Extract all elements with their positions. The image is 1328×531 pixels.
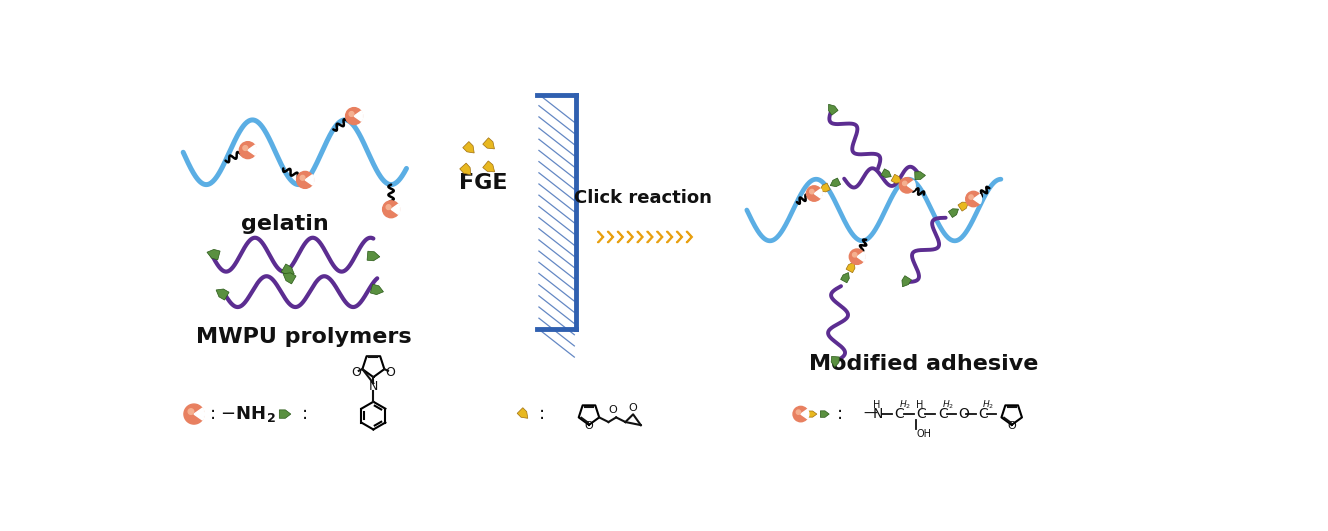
- Wedge shape: [248, 145, 256, 155]
- Polygon shape: [216, 289, 228, 300]
- Polygon shape: [517, 408, 527, 418]
- Wedge shape: [814, 189, 822, 198]
- Polygon shape: [637, 232, 643, 243]
- Text: C: C: [979, 407, 988, 421]
- Polygon shape: [880, 169, 891, 177]
- Polygon shape: [948, 209, 959, 218]
- Circle shape: [965, 191, 981, 207]
- Wedge shape: [390, 204, 400, 215]
- Wedge shape: [194, 408, 205, 420]
- Text: O: O: [959, 407, 969, 421]
- Polygon shape: [656, 232, 663, 243]
- Circle shape: [850, 249, 865, 264]
- Circle shape: [185, 404, 205, 424]
- Text: : $-\mathbf{NH_2}$: : $-\mathbf{NH_2}$: [210, 404, 276, 424]
- Circle shape: [382, 201, 400, 218]
- Text: Click reaction: Click reaction: [574, 190, 712, 208]
- Text: gelatin: gelatin: [240, 214, 329, 234]
- Polygon shape: [841, 272, 850, 283]
- Polygon shape: [618, 232, 623, 243]
- Polygon shape: [282, 264, 295, 275]
- Polygon shape: [371, 284, 384, 295]
- Polygon shape: [459, 163, 471, 175]
- Text: O: O: [628, 403, 637, 413]
- Polygon shape: [367, 251, 380, 261]
- Text: OH: OH: [916, 429, 931, 439]
- Circle shape: [810, 190, 814, 194]
- Wedge shape: [355, 111, 363, 121]
- Text: Modified adhesive: Modified adhesive: [809, 354, 1038, 374]
- Circle shape: [797, 410, 801, 414]
- Polygon shape: [462, 142, 474, 153]
- Circle shape: [793, 406, 809, 422]
- Circle shape: [903, 181, 907, 185]
- Polygon shape: [915, 172, 926, 179]
- Text: :: :: [837, 405, 843, 423]
- Polygon shape: [809, 411, 817, 417]
- Text: :: :: [539, 405, 544, 423]
- Text: $H_2$: $H_2$: [899, 399, 911, 411]
- Polygon shape: [957, 202, 968, 211]
- Polygon shape: [819, 183, 830, 192]
- Text: O: O: [608, 405, 618, 415]
- Circle shape: [239, 142, 256, 159]
- Circle shape: [386, 205, 390, 210]
- Circle shape: [243, 145, 247, 150]
- Circle shape: [853, 253, 857, 257]
- Wedge shape: [973, 194, 981, 204]
- Polygon shape: [483, 161, 494, 172]
- Polygon shape: [829, 104, 838, 115]
- Wedge shape: [305, 175, 313, 185]
- Text: C: C: [938, 407, 948, 421]
- Polygon shape: [902, 276, 911, 287]
- Text: H: H: [872, 400, 880, 410]
- Wedge shape: [801, 409, 809, 419]
- Polygon shape: [667, 232, 673, 243]
- Circle shape: [345, 108, 363, 125]
- Polygon shape: [207, 250, 220, 260]
- Text: N: N: [369, 380, 378, 393]
- Text: O: O: [1008, 422, 1016, 431]
- Polygon shape: [676, 232, 683, 243]
- Polygon shape: [687, 232, 692, 243]
- Text: $H_2$: $H_2$: [983, 399, 995, 411]
- Polygon shape: [598, 232, 604, 243]
- Polygon shape: [846, 262, 855, 273]
- Text: O: O: [584, 422, 594, 431]
- Text: FGE: FGE: [459, 173, 507, 193]
- Polygon shape: [821, 411, 829, 417]
- Polygon shape: [891, 174, 902, 183]
- Text: C: C: [916, 407, 926, 421]
- Text: O: O: [385, 366, 396, 380]
- Text: C: C: [895, 407, 904, 421]
- Polygon shape: [283, 273, 296, 284]
- Text: H: H: [916, 400, 923, 410]
- Polygon shape: [627, 232, 633, 243]
- Text: $H_2$: $H_2$: [942, 399, 954, 411]
- Text: :: :: [301, 405, 308, 423]
- Text: —: —: [863, 407, 878, 421]
- Wedge shape: [907, 181, 915, 190]
- Polygon shape: [831, 356, 839, 367]
- Circle shape: [349, 112, 353, 116]
- Circle shape: [969, 195, 973, 199]
- Circle shape: [296, 172, 313, 189]
- Circle shape: [300, 175, 305, 180]
- Polygon shape: [279, 410, 291, 418]
- Circle shape: [189, 409, 194, 414]
- Circle shape: [806, 186, 822, 201]
- Text: O: O: [352, 366, 361, 380]
- Polygon shape: [647, 232, 653, 243]
- Text: N: N: [872, 407, 883, 421]
- Polygon shape: [607, 232, 614, 243]
- Polygon shape: [830, 178, 841, 187]
- Circle shape: [899, 178, 915, 193]
- Text: MWPU prolymers: MWPU prolymers: [197, 327, 412, 347]
- Wedge shape: [857, 252, 865, 261]
- Polygon shape: [483, 138, 494, 149]
